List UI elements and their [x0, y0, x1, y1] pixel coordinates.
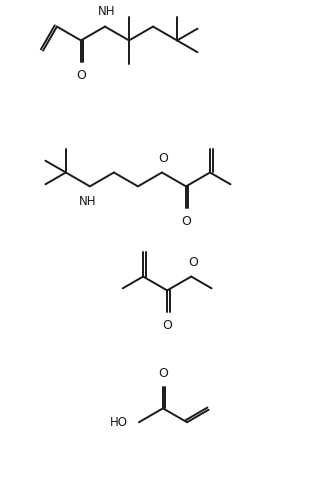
Text: HO: HO: [110, 416, 128, 429]
Text: O: O: [158, 367, 168, 380]
Text: O: O: [162, 319, 172, 332]
Text: O: O: [158, 152, 168, 164]
Text: O: O: [188, 256, 198, 269]
Text: NH: NH: [79, 195, 97, 208]
Text: O: O: [181, 215, 191, 228]
Text: NH: NH: [98, 4, 116, 18]
Text: O: O: [76, 69, 86, 82]
